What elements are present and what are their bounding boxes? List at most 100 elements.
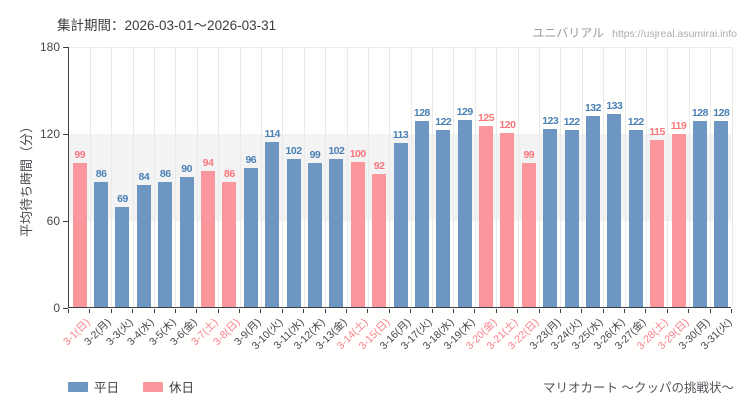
bar-3-2(月) xyxy=(94,182,109,307)
bar-value-label: 86 xyxy=(224,168,235,181)
bar-3-5(木) xyxy=(158,182,173,307)
x-tick-mark xyxy=(602,309,604,313)
y-tick-label: 180 xyxy=(39,40,60,54)
bar-value-label: 69 xyxy=(117,192,128,205)
gridline-vertical xyxy=(474,47,476,307)
bar-3-10(火) xyxy=(265,141,280,307)
bar-value-label: 133 xyxy=(606,100,623,113)
bar-3-22(日) xyxy=(521,163,536,307)
gridline-vertical xyxy=(325,47,327,307)
gridline-vertical xyxy=(218,47,220,307)
y-tick-mark xyxy=(63,308,68,309)
gridline-vertical xyxy=(539,47,541,307)
watermark-url-link[interactable]: https://usjreal.asumirai.info xyxy=(612,28,737,40)
bar-3-17(火) xyxy=(414,121,429,307)
legend-item-holiday[interactable]: 休日 xyxy=(143,377,194,396)
x-tick-mark xyxy=(68,309,69,313)
period-title: 集計期間：2026-03-01～2026-03-31 xyxy=(57,18,277,33)
bar-3-29(日) xyxy=(671,134,686,307)
gridline-vertical xyxy=(196,47,198,307)
gridline-vertical xyxy=(645,47,647,307)
bar-3-16(月) xyxy=(393,143,408,307)
holiday-swatch-icon xyxy=(143,381,164,392)
gridline-vertical xyxy=(410,47,412,307)
x-tick-mark xyxy=(324,309,326,313)
weekday-swatch-icon xyxy=(68,381,88,392)
bar-3-3(火) xyxy=(115,206,130,307)
bar-3-27(金) xyxy=(628,130,643,307)
watermark-site-name: ユニバリアル xyxy=(532,26,605,40)
bar-3-6(金) xyxy=(179,176,194,307)
bar-3-12(木) xyxy=(307,163,322,307)
bar-3-30(月) xyxy=(692,121,707,307)
bar-value-label: 99 xyxy=(523,149,535,162)
x-tick-mark xyxy=(388,309,390,313)
bar-value-label: 122 xyxy=(435,116,452,129)
bar-value-label: 102 xyxy=(328,145,345,158)
x-tick-mark xyxy=(174,309,176,313)
gridline-vertical xyxy=(346,47,348,307)
y-tick-label: 0 xyxy=(53,301,60,315)
bar-value-label: 123 xyxy=(542,114,559,127)
bar-3-28(土) xyxy=(650,140,665,307)
bar-3-4(水) xyxy=(136,185,151,307)
gridline-vertical xyxy=(453,47,455,307)
bar-value-label: 86 xyxy=(159,168,171,181)
gridline-vertical xyxy=(667,47,669,307)
bar-value-label: 100 xyxy=(349,148,367,160)
y-tick-label: 120 xyxy=(39,127,60,141)
gridline-vertical xyxy=(688,47,690,307)
bar-value-label: 129 xyxy=(456,105,474,118)
bar-value-label: 132 xyxy=(584,101,602,114)
bar-value-label: 119 xyxy=(670,120,687,133)
bar-value-label: 120 xyxy=(499,119,516,131)
x-tick-mark xyxy=(559,309,561,313)
x-tick-mark xyxy=(517,309,519,313)
gridline-vertical xyxy=(496,47,498,307)
bar-value-label: 122 xyxy=(563,116,581,129)
bar-3-13(金) xyxy=(329,159,344,307)
bar-value-label: 125 xyxy=(478,111,495,124)
gridline-vertical xyxy=(260,47,262,307)
x-tick-mark xyxy=(281,309,283,313)
bar-value-label: 96 xyxy=(245,153,257,166)
x-tick-mark xyxy=(217,309,219,313)
bar-value-label: 113 xyxy=(392,129,409,142)
gridline-vertical xyxy=(111,47,113,307)
x-tick-mark xyxy=(452,309,454,313)
y-tick-label: 60 xyxy=(46,214,60,228)
attraction-name: マリオカート ～クッパの挑戦状～ xyxy=(543,381,734,395)
bar-value-label: 128 xyxy=(713,107,730,120)
gridline-vertical xyxy=(175,47,177,307)
bar-3-8(日) xyxy=(222,182,237,307)
x-tick-mark xyxy=(196,309,198,313)
gridline-vertical xyxy=(710,47,712,307)
bar-value-label: 94 xyxy=(202,156,214,169)
plot-area: 99 86 69 84 86 90 94 86 96 114 102 99 102 100 92 113 128… xyxy=(68,47,733,308)
bar-value-label: 114 xyxy=(264,127,280,140)
gridline-vertical xyxy=(132,47,134,307)
x-tick-mark xyxy=(239,309,241,313)
x-tick-mark xyxy=(260,309,262,313)
gridline-vertical xyxy=(389,47,391,307)
bar-value-label: 86 xyxy=(95,168,107,181)
legend-item-weekday[interactable]: 平日 xyxy=(68,377,119,396)
bar-3-9(月) xyxy=(243,167,258,307)
bar-value-label: 84 xyxy=(138,171,150,184)
gridline-vertical xyxy=(560,47,562,307)
gridline-vertical xyxy=(303,47,305,307)
bar-value-label: 99 xyxy=(74,149,86,162)
bar-value-label: 92 xyxy=(373,159,385,172)
bar-3-21(土) xyxy=(500,133,515,307)
gridline-vertical xyxy=(731,47,733,307)
bar-value-label: 90 xyxy=(181,162,192,175)
y-tick-mark xyxy=(63,221,68,222)
x-tick-mark xyxy=(474,309,476,313)
x-tick-mark xyxy=(731,309,732,313)
bar-value-label: 128 xyxy=(691,107,709,120)
x-tick-mark xyxy=(688,309,690,313)
bar-3-15(日) xyxy=(372,173,387,307)
bar-value-label: 102 xyxy=(285,145,303,158)
bar-3-1(日) xyxy=(72,163,87,307)
